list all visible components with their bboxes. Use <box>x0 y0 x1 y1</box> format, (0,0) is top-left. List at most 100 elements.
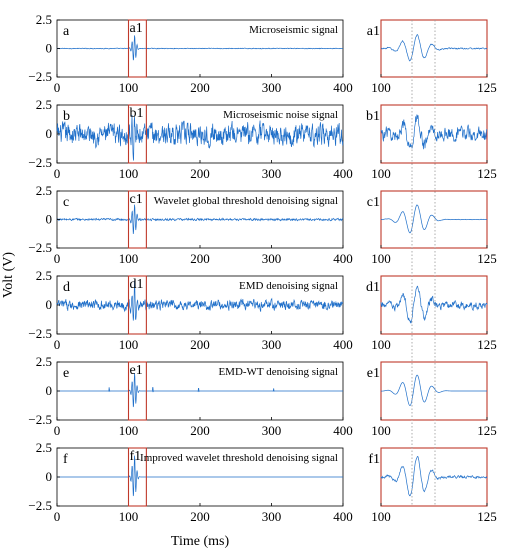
panel-annotation-b: Microseismic noise signal <box>223 109 338 121</box>
panel-label-a1: a1 <box>367 24 380 39</box>
x-tick-label-a: 400 <box>333 80 353 95</box>
highlight-box-a <box>127 19 147 78</box>
y-tick-label-b: 0 <box>46 126 53 141</box>
y-tick-label-f: −2.5 <box>28 498 52 513</box>
signal-line-e <box>57 372 343 408</box>
x-tick-label-a1: 100 <box>371 80 391 95</box>
highlight-label-a: a1 <box>130 21 143 36</box>
x-tick-label-b1: 125 <box>477 166 497 181</box>
y-tick-label-a: 0 <box>46 41 53 56</box>
panel-label-d1: d1 <box>366 280 380 295</box>
x-tick-label-c: 400 <box>333 251 353 266</box>
y-tick-label-c: −2.5 <box>28 240 52 255</box>
x-tick-label-f: 200 <box>190 509 210 524</box>
panel-label-a: a <box>63 24 70 39</box>
x-tick-label-d1: 100 <box>371 337 391 352</box>
highlight-label-b: b1 <box>130 106 144 121</box>
highlight-label-f: f1 <box>130 449 142 464</box>
x-tick-label-f: 300 <box>262 509 282 524</box>
signal-line-c <box>56 204 344 235</box>
signal-line-c1 <box>380 204 488 234</box>
panel-c1: 100 125 c1 <box>367 190 497 266</box>
x-tick-label-a: 100 <box>119 80 139 95</box>
panel-frame-b1 <box>380 104 488 164</box>
panel-label-e: e <box>63 366 69 381</box>
signal-line-d <box>56 280 344 321</box>
y-axis-label: Volt (V) <box>1 252 16 298</box>
y-tick-label-e: 2.5 <box>36 354 52 369</box>
y-tick-label-b: −2.5 <box>28 155 52 170</box>
x-tick-label-a1: 125 <box>477 80 497 95</box>
x-tick-label-e: 300 <box>262 423 282 438</box>
y-tick-label-d: 2.5 <box>36 268 52 283</box>
panel-b1: 100 125 b1 <box>366 104 497 181</box>
x-tick-label-e1: 125 <box>477 423 497 438</box>
x-tick-label-a: 300 <box>262 80 282 95</box>
y-tick-label-a: 2.5 <box>36 12 52 27</box>
y-tick-label-b: 2.5 <box>36 97 52 112</box>
highlight-label-d: d1 <box>130 277 144 292</box>
highlight-box-d <box>127 275 147 335</box>
panel-annotation-f: Improved wavelet threshold denoising sig… <box>140 452 338 464</box>
y-tick-label-d: 0 <box>46 297 53 312</box>
x-tick-label-b: 400 <box>333 166 353 181</box>
panel-d1: 100 125 d1 <box>366 275 497 352</box>
panel-annotation-c: Wavelet global threshold denoising signa… <box>154 195 338 207</box>
x-tick-label-f1: 125 <box>477 509 497 524</box>
highlight-box-f <box>127 447 147 507</box>
panel-label-d: d <box>63 280 70 295</box>
signal-line-d1 <box>380 285 488 324</box>
highlight-label-e: e1 <box>130 363 143 378</box>
x-tick-label-b: 300 <box>262 166 282 181</box>
panel-label-c1: c1 <box>367 195 380 210</box>
x-tick-label-f1: 100 <box>371 509 391 524</box>
x-tick-label-b: 0 <box>54 166 61 181</box>
y-tick-label-f: 2.5 <box>36 440 52 455</box>
x-tick-label-d: 400 <box>333 337 353 352</box>
x-tick-label-f: 400 <box>333 509 353 524</box>
panel-e1: 100 125 e1 <box>367 361 497 438</box>
x-tick-label-d: 0 <box>54 337 61 352</box>
x-tick-label-d: 200 <box>190 337 210 352</box>
highlight-label-c: c1 <box>130 192 143 207</box>
y-tick-label-f: 0 <box>46 469 53 484</box>
panel-label-f1: f1 <box>368 452 380 467</box>
signal-line-e1 <box>381 374 487 406</box>
x-tick-label-a: 200 <box>190 80 210 95</box>
x-tick-label-b1: 100 <box>371 166 391 181</box>
panel-label-f: f <box>63 452 68 467</box>
x-tick-label-c: 300 <box>262 251 282 266</box>
signal-line-f1 <box>380 455 488 497</box>
x-tick-label-d: 300 <box>262 337 282 352</box>
panel-label-b1: b1 <box>366 109 380 124</box>
x-tick-label-c: 0 <box>54 251 61 266</box>
x-tick-label-e: 100 <box>119 423 139 438</box>
x-tick-label-c1: 100 <box>371 251 391 266</box>
x-tick-label-c1: 125 <box>477 251 497 266</box>
signal-line-a <box>56 35 344 61</box>
x-tick-label-d: 100 <box>119 337 139 352</box>
x-tick-label-f: 0 <box>54 509 61 524</box>
y-tick-label-e: 0 <box>46 383 53 398</box>
y-tick-label-c: 2.5 <box>36 183 52 198</box>
panel-a1: 100 125 a1 <box>367 19 497 95</box>
x-tick-label-e: 200 <box>190 423 210 438</box>
panel-frame-f1 <box>380 447 488 507</box>
highlight-box-c <box>127 190 147 249</box>
x-tick-label-c: 100 <box>119 251 139 266</box>
x-tick-label-d1: 125 <box>477 337 497 352</box>
panel-label-c: c <box>63 195 69 210</box>
highlight-box-e <box>127 361 147 421</box>
panel-annotation-d: EMD denoising signal <box>239 280 338 292</box>
x-tick-label-e: 0 <box>54 423 61 438</box>
signal-line-b <box>56 115 344 161</box>
panel-f1: 100 125 f1 <box>368 447 497 524</box>
x-axis-label: Time (ms) <box>171 534 230 549</box>
panel-label-b: b <box>63 109 70 124</box>
